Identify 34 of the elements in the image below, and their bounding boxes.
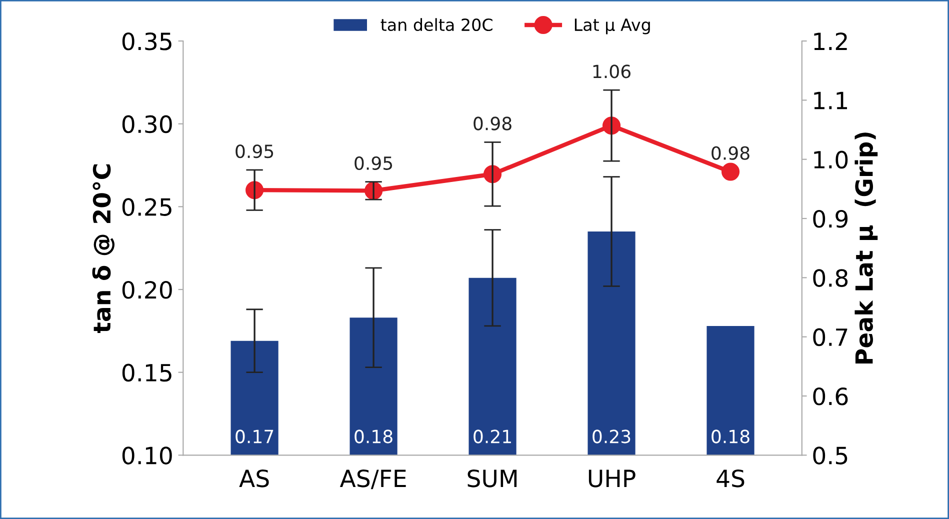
y2-tick-label: 0.8 xyxy=(813,269,848,287)
y2-tick-label: 0.6 xyxy=(813,387,848,406)
data-label: 0.23 xyxy=(592,430,630,444)
data-label: 1.06 xyxy=(593,64,630,78)
y2-tick-label: 0.5 xyxy=(813,446,848,464)
legend-label: tan delta 20C xyxy=(380,18,492,32)
x-tick-label: AS xyxy=(239,469,269,488)
data-label: 0.17 xyxy=(236,430,274,444)
y2-axis-title: Peak Lat µ (Grip) xyxy=(854,132,878,364)
data-label: 0.95 xyxy=(236,144,274,158)
y-tick-label: 0.25 xyxy=(122,198,172,216)
legend-label: Lat µ Avg xyxy=(574,18,650,34)
data-label: 0.18 xyxy=(712,430,750,444)
data-label: 0.98 xyxy=(712,146,750,160)
y-tick-label: 0.20 xyxy=(122,280,172,299)
x-tick-label: UHP xyxy=(588,470,636,488)
y2-tick-label: 1.0 xyxy=(814,150,848,169)
y2-tick-label: 0.7 xyxy=(813,328,848,346)
x-tick-label: 4S xyxy=(716,469,744,488)
data-label: 0.98 xyxy=(474,116,512,130)
x-tick-label: AS/FE xyxy=(340,469,406,490)
y-axis-title: tan δ @ 20°C xyxy=(92,164,115,334)
x-tick-label: SUM xyxy=(468,469,517,488)
data-label: 0.21 xyxy=(474,430,511,444)
y-tick-label: 0.35 xyxy=(122,32,172,50)
data-label: 0.18 xyxy=(354,430,392,444)
y-tick-label: 0.10 xyxy=(122,446,172,464)
y2-tick-label: 1.1 xyxy=(814,92,847,110)
y2-tick-label: 1.2 xyxy=(814,32,847,50)
y-tick-label: 0.30 xyxy=(122,115,172,134)
point xyxy=(721,162,740,181)
y-tick-label: 0.15 xyxy=(122,364,172,382)
data-label: 0.95 xyxy=(354,156,392,170)
y2-tick-label: 0.9 xyxy=(813,210,848,228)
